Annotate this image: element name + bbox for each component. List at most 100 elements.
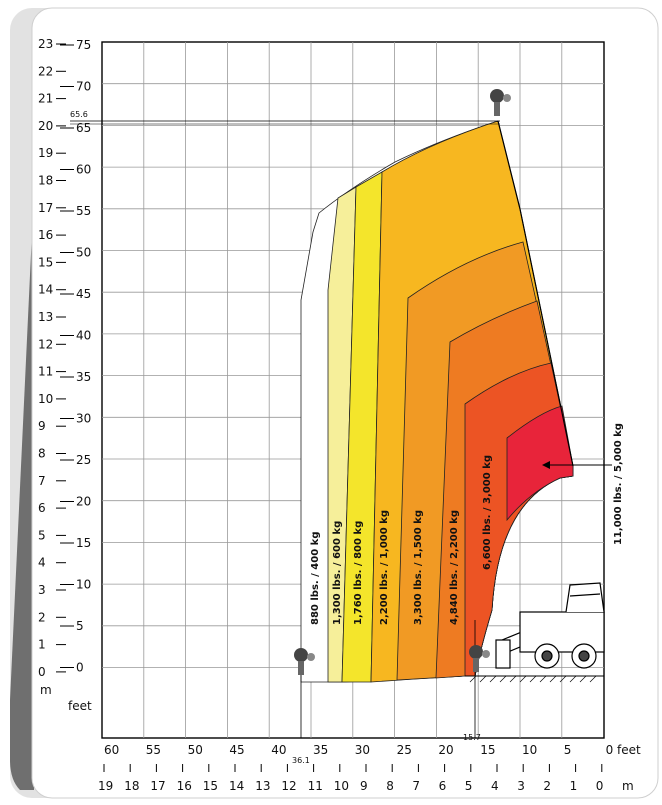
ground-hatch: [469, 675, 597, 683]
zone-1300: [327, 186, 357, 683]
y-unit-m: m: [40, 683, 52, 697]
y-m-tick-label: 2: [38, 610, 46, 624]
x-feet-tick-label: 10: [522, 743, 537, 757]
y-feet-tick-label: 5: [76, 619, 84, 633]
zone-label-6600: 6,600 lbs. / 3,000 kg: [482, 455, 493, 570]
x-m-tick-label: 3: [517, 779, 525, 793]
x-m-tick-label: 12: [281, 779, 296, 793]
y-feet-tick-label: 65: [76, 121, 91, 135]
y-m-tick-label: 4: [38, 556, 46, 570]
max-height-value: 65.6: [70, 110, 88, 119]
boom-outline-lower: [519, 208, 574, 467]
y-m-tick-label: 11: [38, 365, 53, 379]
boom-outline-upper: [497, 120, 521, 210]
x-feet-tick-label: 15: [480, 743, 495, 757]
zone-label-3300: 3,300 lbs. / 1,500 kg: [413, 510, 424, 625]
zone-label-1760: 1,760 lbs. / 800 kg: [353, 521, 364, 625]
y-unit-feet: feet: [68, 699, 92, 713]
x-m-tick-label: 10: [334, 779, 349, 793]
winch-icon-min-reach: [469, 645, 490, 672]
x-m-tick-label: 14: [229, 779, 244, 793]
x-m-tick-label: 2: [543, 779, 551, 793]
x-m-tick-label: 15: [203, 779, 218, 793]
y-feet-tick-label: 15: [76, 536, 91, 550]
y-feet-tick-label: 45: [76, 287, 91, 301]
x-m-tick-label: 9: [360, 779, 368, 793]
y-m-tick-label: 8: [38, 447, 46, 461]
winch-icon-max-reach: [294, 648, 315, 675]
x-feet-tick-label: 40: [271, 743, 286, 757]
zone-label-11000: 11,000 lbs. / 5,000 kg: [613, 423, 624, 545]
y-m-tick-label: 0: [38, 665, 46, 679]
x-feet-tick-label: 0 feet: [606, 743, 641, 757]
x-m-tick-label: 0: [596, 779, 604, 793]
y-feet-tick-label: 10: [76, 578, 91, 592]
y-m-tick-label: 7: [38, 474, 46, 488]
y-m-tick-label: 19: [38, 146, 53, 160]
x-m-tick-label: 16: [177, 779, 192, 793]
y-feet-tick-label: 75: [76, 38, 91, 52]
y-feet-tick-label: 25: [76, 453, 91, 467]
x-feet-tick-label: 50: [188, 743, 203, 757]
x-feet-tick-label: 30: [355, 743, 370, 757]
max-reach-value: 36.1: [292, 756, 310, 765]
zone-label-4840: 4,840 lbs. / 2,200 kg: [449, 510, 460, 625]
x-m-tick-label: 17: [150, 779, 165, 793]
y-feet-tick-label: 40: [76, 329, 91, 343]
y-m-tick-label: 21: [38, 92, 53, 106]
y-m-tick-label: 17: [38, 201, 53, 215]
x-feet-tick-label: 55: [146, 743, 161, 757]
x-m-tick-label: 18: [124, 779, 139, 793]
y-m-tick-label: 15: [38, 255, 53, 269]
winch-icon-top: [490, 89, 511, 116]
x-m-tick-label: 19: [98, 779, 113, 793]
x-m-tick-label: 1: [570, 779, 578, 793]
max-load-arrowhead: [542, 461, 550, 469]
x-m-tick-label: 13: [255, 779, 270, 793]
y-feet-tick-label: 50: [76, 246, 91, 260]
x-feet-tick-label: 45: [229, 743, 244, 757]
x-m-tick-label: 8: [386, 779, 394, 793]
y-feet-tick-label: 35: [76, 370, 91, 384]
y-feet-tick-label: 60: [76, 163, 91, 177]
x-feet-tick-label: 25: [397, 743, 412, 757]
x-feet-tick-label: 60: [104, 743, 119, 757]
x-axis-feet: 60 55 50 45 40 35 30 25 20 15 10 5 0 feet: [104, 743, 641, 757]
zone-label-1300: 1,300 lbs. / 600 kg: [332, 521, 343, 625]
x-feet-tick-label: 35: [313, 743, 328, 757]
panel-shadow: [10, 190, 34, 790]
y-m-tick-label: 13: [38, 310, 53, 324]
y-feet-tick-label: 55: [76, 204, 91, 218]
y-m-tick-label: 5: [38, 528, 46, 542]
y-m-tick-label: 9: [38, 419, 46, 433]
zone-label-880: 880 lbs. / 400 kg: [310, 532, 321, 625]
x-feet-tick-label: 20: [438, 743, 453, 757]
zone-label-2200: 2,200 lbs. / 1,000 kg: [379, 510, 390, 625]
y-m-tick-label: 20: [38, 119, 53, 133]
min-reach-value: 15.7: [463, 733, 481, 742]
y-m-tick-label: 14: [38, 283, 53, 297]
y-m-tick-label: 22: [38, 64, 53, 78]
y-m-tick-label: 3: [38, 583, 46, 597]
y-feet-tick-label: 20: [76, 495, 91, 509]
x-m-tick-label: 4: [491, 779, 499, 793]
y-m-tick-label: 10: [38, 392, 53, 406]
panel-border: [31, 7, 659, 799]
x-m-tick-label: 6: [439, 779, 447, 793]
x-m-tick-label: 7: [412, 779, 420, 793]
x-m-tick-label: 5: [465, 779, 473, 793]
y-m-tick-label: 12: [38, 337, 53, 351]
y-feet-tick-label: 30: [76, 412, 91, 426]
y-m-tick-label: 18: [38, 174, 53, 188]
x-axis-m: 19 18 17 16 15 14 13 12 11 10 9 8 7 6 5 4 3 2 1 0 m: [98, 764, 634, 793]
y-m-tick-label: 23: [38, 37, 53, 51]
y-m-tick-label: 6: [38, 501, 46, 515]
y-feet-tick-label: 70: [76, 80, 91, 94]
y-feet-tick-label: 0: [76, 661, 84, 675]
y-m-tick-label: 16: [38, 228, 53, 242]
x-m-tick-label: m: [622, 779, 634, 793]
telehandler-icon: [495, 582, 605, 669]
